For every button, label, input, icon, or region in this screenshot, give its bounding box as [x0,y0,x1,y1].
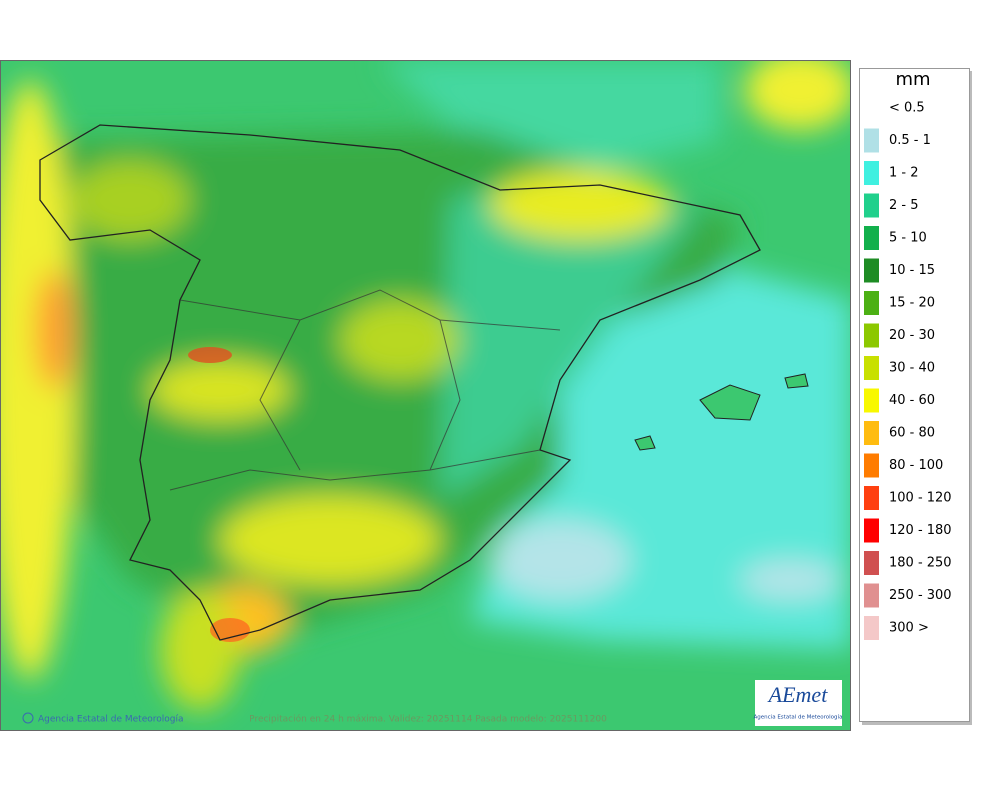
copyright-icon [22,712,34,724]
legend-label: 180 - 250 [889,556,952,571]
legend-label: 300 > [889,621,929,636]
legend-swatch [864,583,879,608]
legend-swatch [864,193,879,218]
legend-swatch [864,616,879,640]
legend-swatch [864,226,879,250]
legend-label: 20 - 30 [889,328,935,343]
map: Agencia Estatal de Meteorología Precipit… [0,60,851,731]
legend-swatch [864,551,879,575]
legend-swatch [864,388,879,413]
legend-label: 30 - 40 [889,361,935,376]
legend-label: 5 - 10 [889,231,927,246]
legend-label: 10 - 15 [889,263,935,278]
legend-label: < 0.5 [889,101,925,116]
legend-swatch [864,356,879,380]
map-frame [0,60,851,731]
legend-label: 60 - 80 [889,426,935,441]
legend-swatch [864,486,879,510]
legend-swatch [864,258,879,283]
legend-swatch [864,518,879,543]
legend-label: 15 - 20 [889,296,935,311]
legend-swatch [864,421,879,445]
borders [169,289,561,491]
logo-subtitle: Agencia Estatal de Meteorología [754,714,843,721]
legend-label: 80 - 100 [889,458,943,473]
coastline [39,124,761,641]
precip-field [0,60,851,710]
legend-label: 1 - 2 [889,166,919,181]
legend-swatch [864,161,879,185]
legend-swatch [864,453,879,478]
legend-swatch [864,291,879,315]
copyright-text: Agencia Estatal de Meteorología [38,715,184,725]
legend-swatch [864,323,879,348]
legend-label: 100 - 120 [889,491,952,506]
legend-label: 0.5 - 1 [889,133,931,148]
legend-swatch [864,128,879,153]
legend-label: 2 - 5 [889,198,919,213]
legend-label: 250 - 300 [889,588,952,603]
legend-label: 120 - 180 [889,523,952,538]
logo-box [755,680,842,726]
caption: Precipitación en 24 h máxima. Validez: 2… [249,714,607,725]
legend-label: 40 - 60 [889,393,935,408]
islands [634,373,809,451]
logo-name: AEmet [767,682,829,707]
legend-title: mm [895,69,930,90]
